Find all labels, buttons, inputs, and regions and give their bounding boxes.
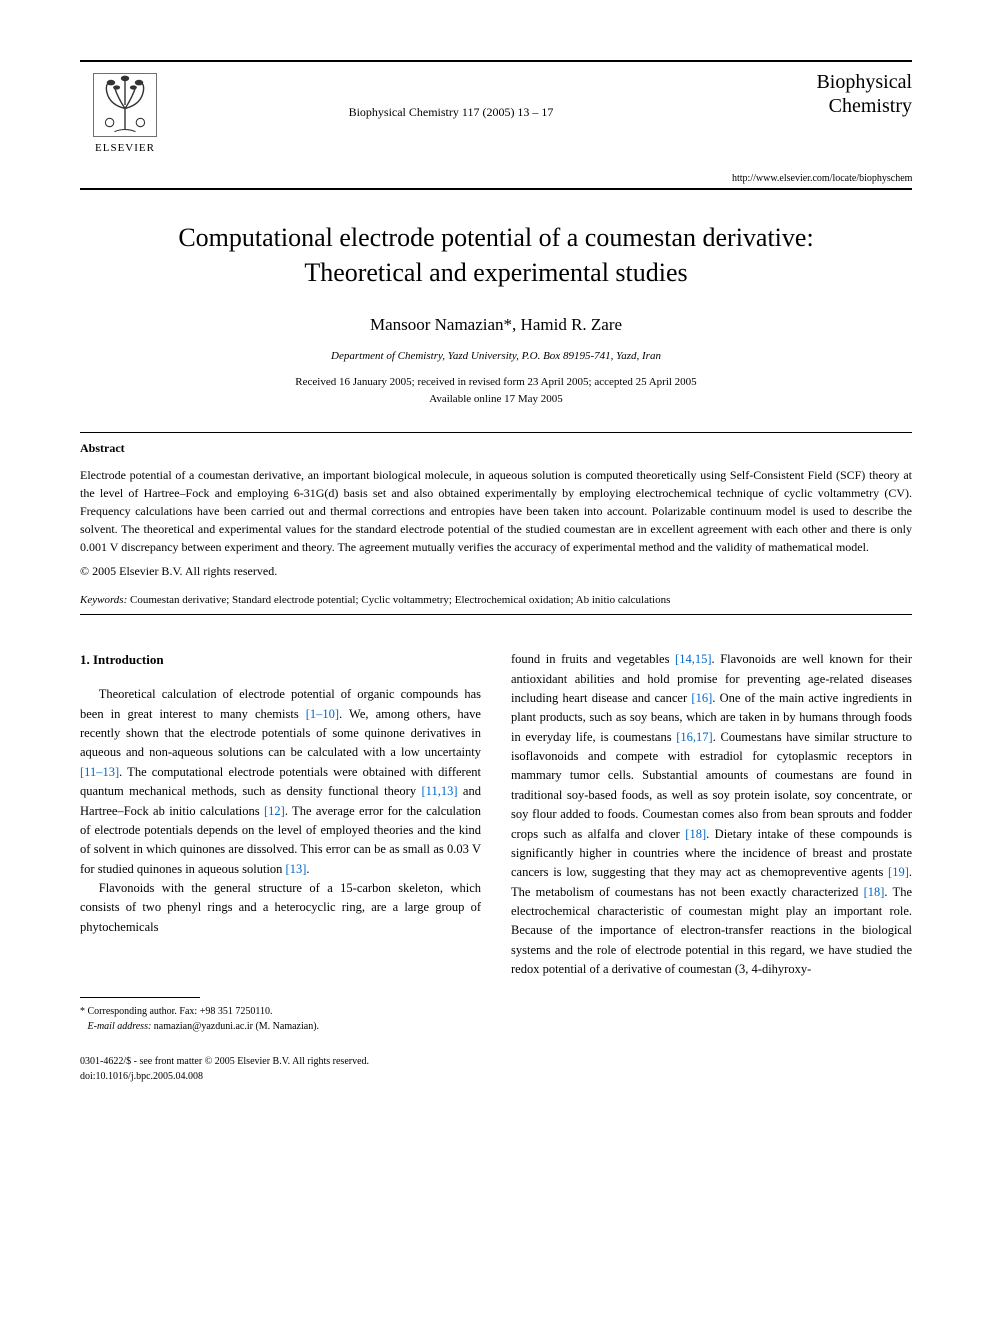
corresponding-author-footnote: * Corresponding author. Fax: +98 351 725… [80, 1004, 481, 1019]
citation-link[interactable]: [11–13] [80, 765, 119, 779]
citation-link[interactable]: [11,13] [422, 784, 458, 798]
keywords-label: Keywords: [80, 594, 127, 606]
email-footnote: E-mail address: namazian@yazduni.ac.ir (… [80, 1019, 481, 1034]
body-paragraph: Flavonoids with the general structure of… [80, 879, 481, 937]
citation-link[interactable]: [14,15] [675, 652, 711, 666]
footer-copyright: 0301-4622/$ - see front matter © 2005 El… [80, 1056, 369, 1067]
journal-url[interactable]: http://www.elsevier.com/locate/biophysch… [732, 173, 912, 184]
citation: Biophysical Chemistry 117 (2005) 13 – 17 [170, 70, 732, 120]
article-dates: Received 16 January 2005; received in re… [80, 374, 912, 407]
abstract-copyright: © 2005 Elsevier B.V. All rights reserved… [80, 564, 912, 579]
authors: Mansoor Namazian*, Hamid R. Zare [80, 315, 912, 335]
body-paragraph: Theoretical calculation of electrode pot… [80, 685, 481, 879]
affiliation: Department of Chemistry, Yazd University… [80, 350, 912, 362]
body-columns: 1. Introduction Theoretical calculation … [80, 650, 912, 1034]
citation-link[interactable]: [16,17] [676, 730, 712, 744]
citation-link[interactable]: [13] [286, 862, 307, 876]
citation-link[interactable]: [16] [691, 691, 712, 705]
citation-link[interactable]: [19] [888, 865, 909, 879]
journal-header: ELSEVIER Biophysical Chemistry 117 (2005… [80, 60, 912, 190]
divider [80, 614, 912, 615]
elsevier-tree-icon [90, 70, 160, 140]
section-heading: 1. Introduction [80, 650, 481, 670]
abstract-text: Electrode potential of a coumestan deriv… [80, 466, 912, 556]
citation-link[interactable]: [12] [264, 804, 285, 818]
abstract-heading: Abstract [80, 441, 912, 456]
keywords-text: Coumestan derivative; Standard electrode… [127, 594, 670, 606]
body-paragraph: found in fruits and vegetables [14,15]. … [511, 650, 912, 979]
citation-link[interactable]: [18] [685, 827, 706, 841]
article-title: Computational electrode potential of a c… [120, 220, 872, 290]
footer: 0301-4622/$ - see front matter © 2005 El… [80, 1054, 912, 1084]
doi: doi:10.1016/j.bpc.2005.04.008 [80, 1071, 203, 1082]
right-column: found in fruits and vegetables [14,15]. … [511, 650, 912, 1034]
journal-branding: Biophysical Chemistry http://www.elsevie… [732, 70, 912, 184]
divider [80, 432, 912, 433]
citation-link[interactable]: [1–10] [306, 707, 339, 721]
footnote-rule [80, 997, 200, 998]
publisher-name: ELSEVIER [95, 142, 155, 154]
keywords: Keywords: Coumestan derivative; Standard… [80, 594, 912, 606]
publisher-logo: ELSEVIER [80, 70, 170, 154]
citation-link[interactable]: [18] [864, 885, 885, 899]
left-column: 1. Introduction Theoretical calculation … [80, 650, 481, 1034]
journal-name: Biophysical Chemistry [732, 70, 912, 118]
